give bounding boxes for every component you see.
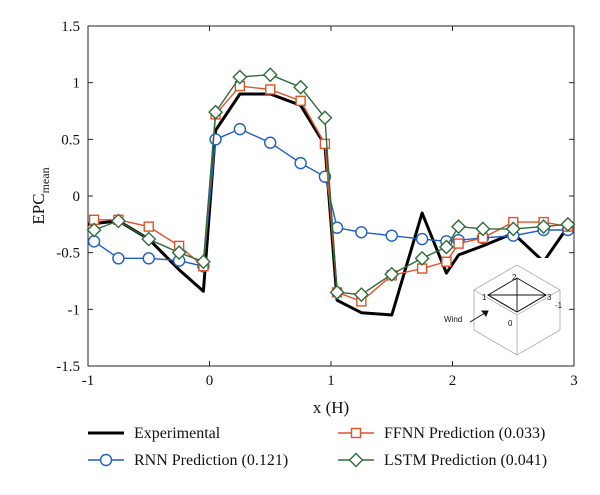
data-point-lstm [353,287,369,303]
inset-axis-line [516,294,547,313]
axes: -1 0 1 2 3-1.5-1-0.500.511.5 [56,19,578,389]
inset-line [473,289,518,316]
y-tick-label: 0.5 [61,132,80,148]
data-point-lstm [195,254,211,270]
legend-label: LSTM Prediction (0.041) [384,452,547,469]
inset-label-minus1: -1 [555,301,563,310]
data-point-lstm [232,69,248,85]
data-point-lstm [438,239,454,255]
data-point-rnn [264,136,277,149]
inset-label-1: 1 [482,293,487,302]
legend-label: RNN Prediction (0.121) [134,452,288,469]
legend-item-ffnn: FFNN Prediction (0.033) [338,425,545,442]
data-point-ffnn [319,138,331,150]
legend-item-lstm: LSTM Prediction (0.041) [338,452,547,469]
inset-label-0: 0 [508,319,513,328]
data-point-lstm [414,250,430,266]
data-point-lstm [317,110,333,126]
data-point-rnn [209,133,222,146]
legend-item-rnn: RNN Prediction (0.121) [88,452,288,469]
x-tick-label: 2 [449,373,457,389]
x-tick-label: -1 [82,373,95,389]
x-axis-label: x (H) [313,398,349,417]
data-point-lstm [536,219,552,235]
data-point-rnn [142,252,155,265]
y-tick-label: -0.5 [56,246,80,262]
y-axis-label: EPCmean [29,167,52,224]
y-axis-label-sub: mean [38,167,52,193]
inset-wind-label: Wind [444,315,462,324]
inset-building-diagram: 1 2 3 0 -1 Wind [444,258,568,360]
data-point-rnn [294,156,307,170]
inset-line [516,289,561,316]
legend-marker [350,427,362,439]
x-tick-label: 0 [206,373,214,389]
data-point-rnn [233,122,247,136]
data-point-rnn [385,229,398,242]
x-tick-label: 1 [327,373,335,389]
data-point-lstm [86,222,102,238]
y-tick-label: 1 [73,76,81,92]
data-point-lstm [208,104,224,120]
data-point-rnn [355,226,368,239]
y-tick-label: 1.5 [61,19,80,35]
x-tick-label: 3 [570,373,578,389]
data-point-lstm [475,221,491,237]
data-point-lstm [505,221,521,237]
legend-item-experimental: Experimental [88,425,221,442]
data-point-ffnn [441,256,452,267]
data-point-lstm [293,79,309,95]
legend-label: FFNN Prediction (0.033) [384,425,545,442]
data-point-lstm [110,213,126,229]
legend-label: Experimental [134,425,221,442]
legend-marker [348,452,364,468]
data-point-lstm [329,284,345,300]
inset-label-3: 3 [547,293,552,302]
wind-arrowhead [481,310,489,317]
data-point-lstm [451,219,467,235]
y-tick-label: -1 [68,302,81,318]
y-tick-label: -1.5 [56,359,80,375]
data-point-ffnn [453,238,464,249]
data-point-lstm [560,216,576,232]
data-point-ffnn [265,84,276,95]
data-point-lstm [262,67,278,83]
data-point-rnn [112,252,125,265]
inset-axis-line [487,294,518,313]
legend-marker [99,453,113,467]
data-point-lstm [171,245,187,261]
data-point-lstm [384,266,400,282]
y-tick-label: 0 [73,189,81,205]
data-point-ffnn [143,221,154,232]
y-axis-label-main: EPC [29,193,48,224]
inset-label-2: 2 [512,273,517,282]
data-point-lstm [141,231,157,247]
data-point-rnn [415,232,429,246]
series-lstm [86,67,576,303]
series-layer [86,67,576,317]
data-point-ffnn [295,95,306,107]
legend: Experimental RNN Prediction (0.121) FFNN P… [88,425,547,469]
